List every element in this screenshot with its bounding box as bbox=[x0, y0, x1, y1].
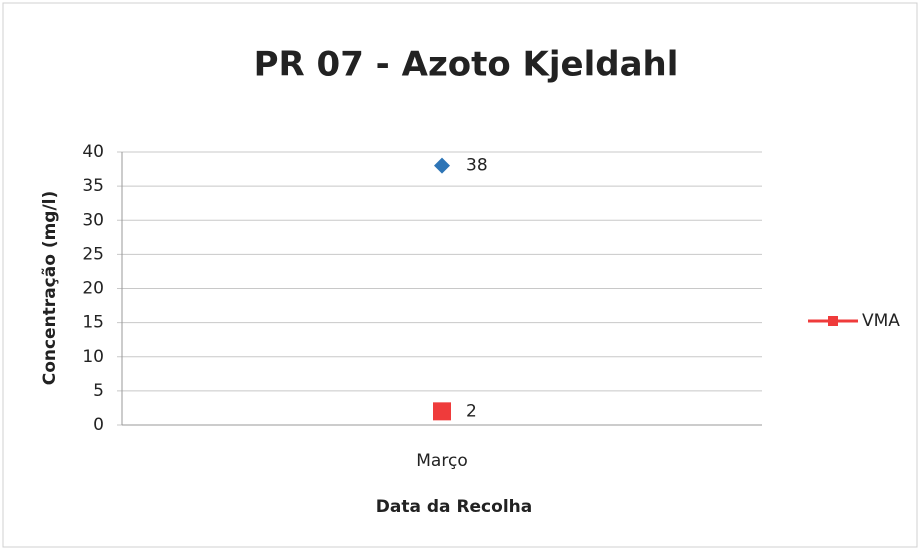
data-label: 38 bbox=[466, 156, 488, 176]
y-tick-label: 20 bbox=[82, 279, 104, 299]
data-point bbox=[433, 402, 451, 421]
legend-label: VMA bbox=[862, 311, 900, 331]
y-tick-label: 10 bbox=[82, 347, 104, 367]
data-point bbox=[434, 157, 450, 174]
chart-title: PR 07 - Azoto Kjeldahl bbox=[254, 45, 679, 85]
x-axis-title: Data da Recolha bbox=[376, 497, 532, 517]
y-axis-title: Concentração (mg/l) bbox=[40, 191, 60, 386]
x-tick-label: Março bbox=[416, 451, 467, 471]
legend-marker bbox=[828, 316, 838, 326]
data-label: 2 bbox=[466, 401, 477, 421]
y-tick-label: 30 bbox=[82, 210, 104, 230]
y-tick-label: 5 bbox=[93, 381, 104, 401]
y-tick-label: 40 bbox=[82, 142, 104, 162]
y-tick-label: 35 bbox=[82, 176, 104, 196]
y-tick-label: 15 bbox=[82, 313, 104, 333]
y-tick-label: 0 bbox=[93, 415, 104, 435]
y-tick-label: 25 bbox=[82, 244, 104, 264]
